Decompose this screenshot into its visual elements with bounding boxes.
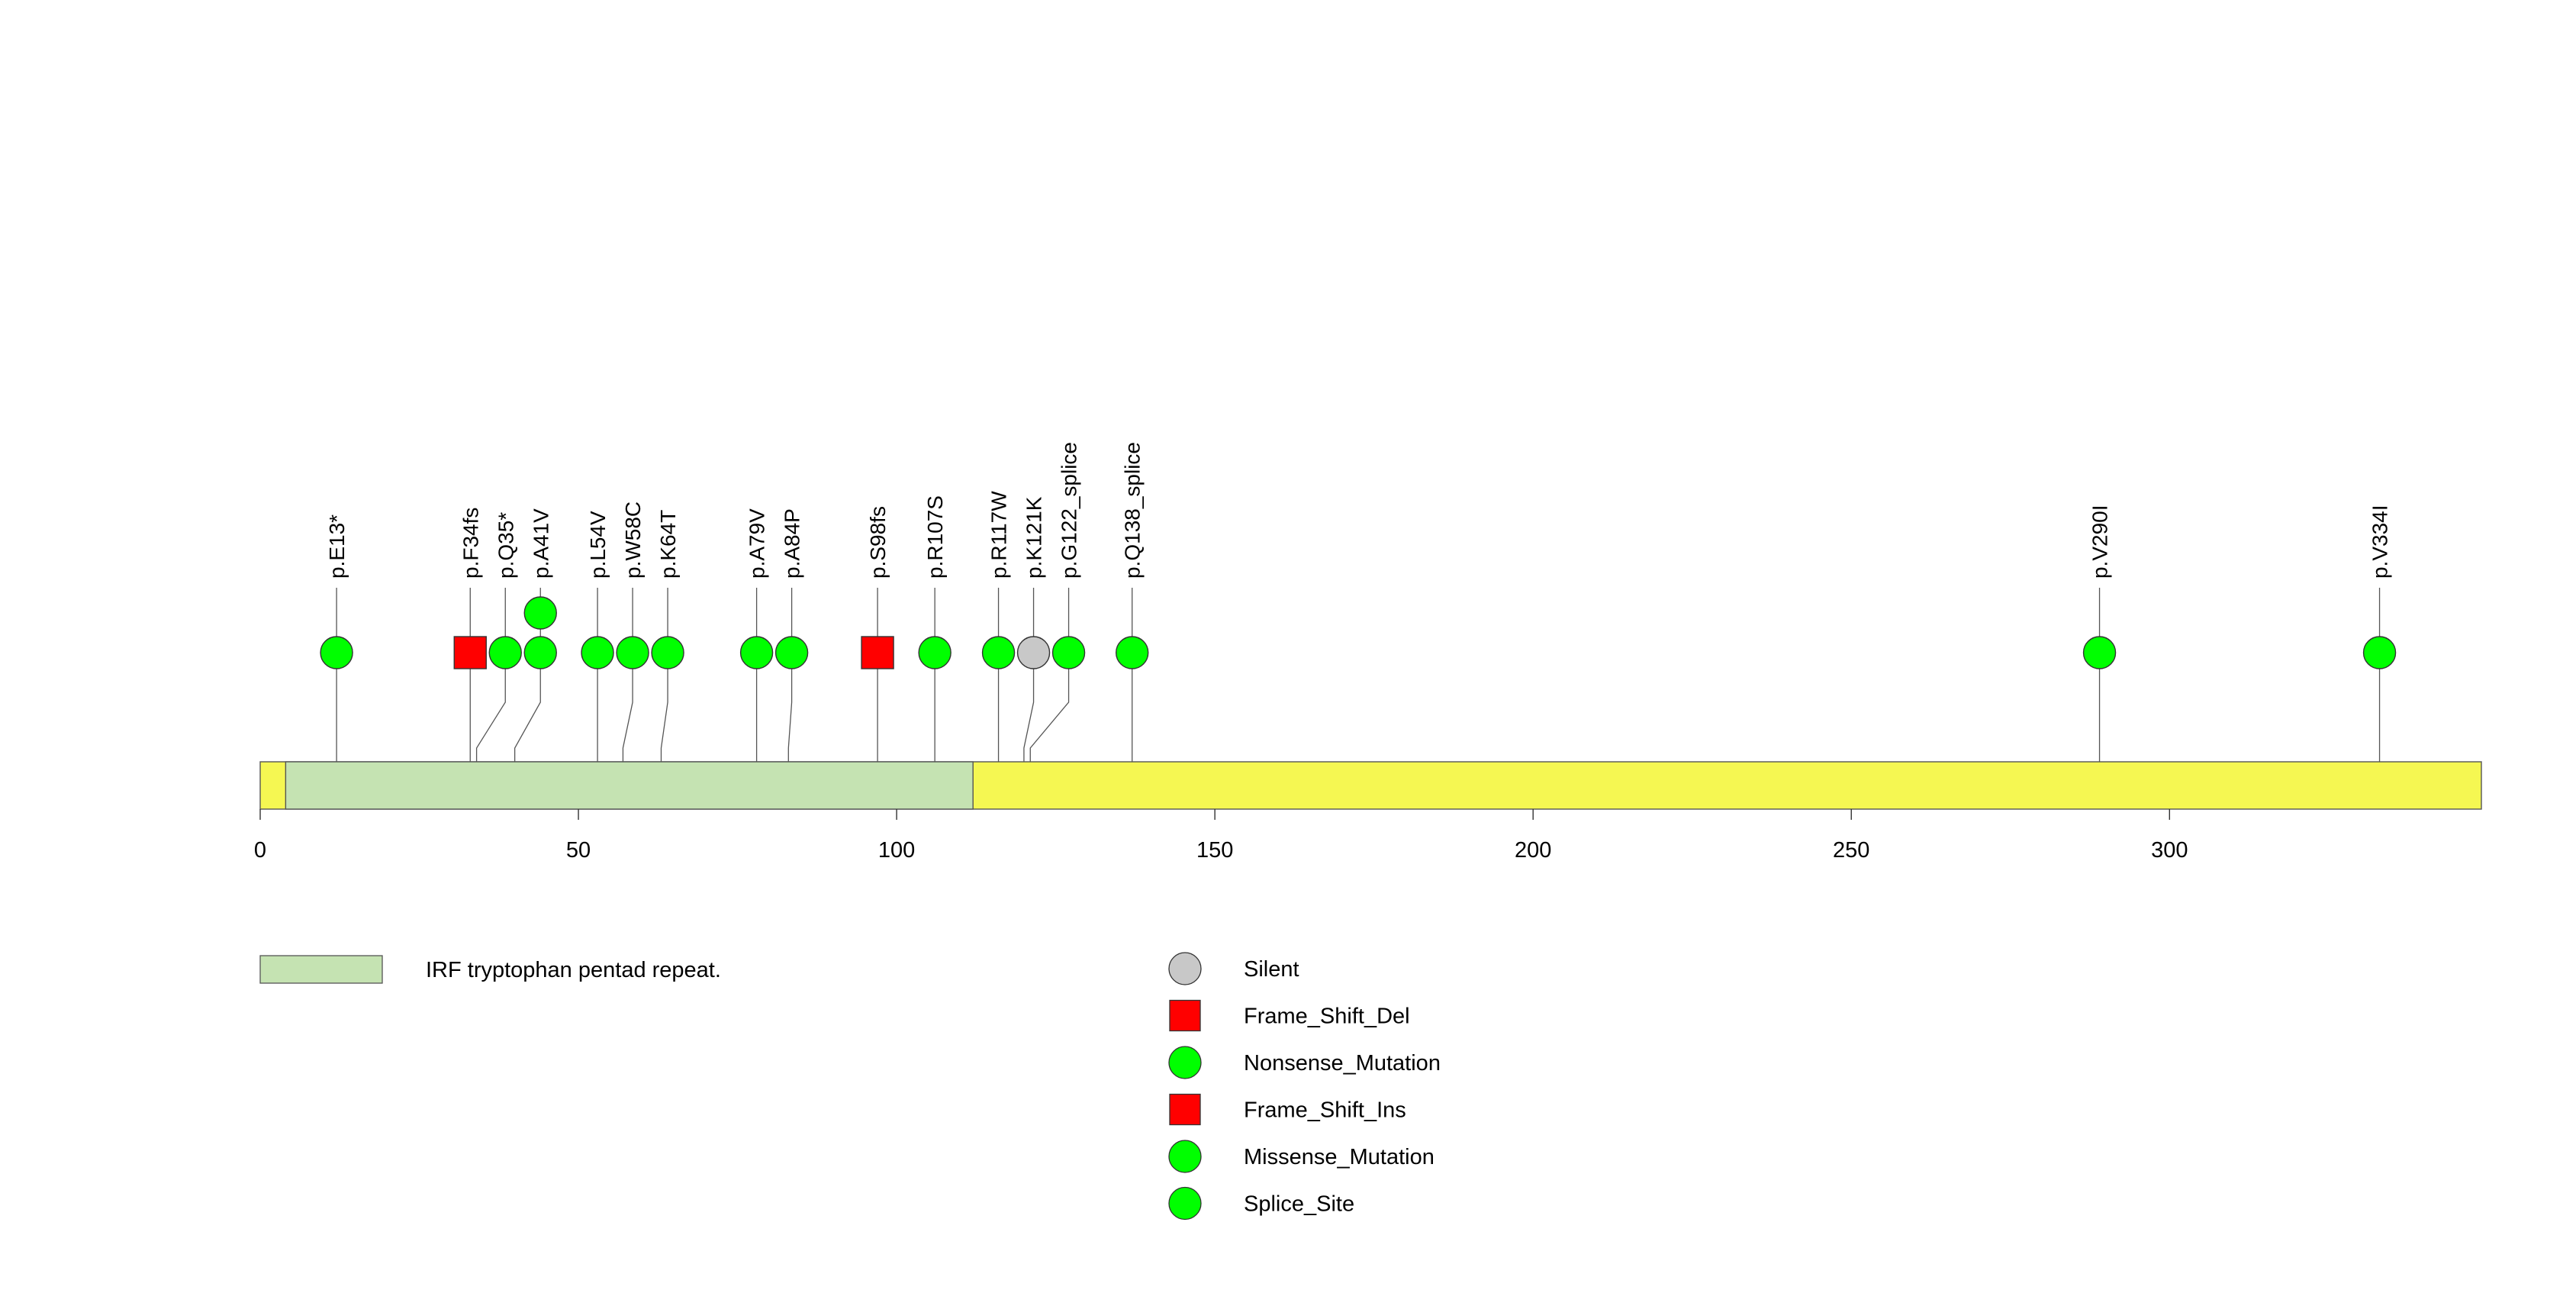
mutation-marker <box>320 636 353 669</box>
legend-mutation-label: Splice_Site <box>1244 1192 1354 1217</box>
mutation-marks: p.E13* p.F34fs p.Q35* p.A41V p.L54V p.W58C p.K… <box>320 442 2397 669</box>
mutation-label: p.E13* <box>325 514 349 579</box>
legend-square-icon <box>1169 1093 1201 1126</box>
mutation-label: p.Q138_splice <box>1121 442 1145 579</box>
mutation-label: p.R117W <box>987 491 1011 579</box>
mutation-label: p.A79V <box>745 508 769 579</box>
mutation-marker <box>2082 636 2117 669</box>
mutation-marker <box>1016 636 1051 669</box>
mutation-marker <box>488 636 522 669</box>
mutation-marker <box>739 636 774 669</box>
legend-circle-icon <box>1168 952 1202 985</box>
legend-mutation-label: Frame_Shift_Del <box>1244 1005 1410 1029</box>
mutation-marker <box>523 596 557 630</box>
mutation-label: p.Q35* <box>494 512 517 579</box>
mutation-marker <box>1051 636 1086 669</box>
mutation-marker <box>981 636 1016 669</box>
mutation-marker <box>651 636 684 669</box>
mutation-label: p.V334I <box>2368 505 2392 579</box>
legend-circle-icon <box>1168 1186 1202 1221</box>
legend-square-icon <box>1169 999 1201 1032</box>
mutation-marker <box>616 636 649 669</box>
domain-region <box>285 761 974 810</box>
legend-domain-swatch <box>259 955 383 984</box>
axis-tick-label: 150 <box>1196 838 1233 863</box>
mutation-marker <box>2362 636 2397 669</box>
legend-mutation-label: Nonsense_Mutation <box>1244 1051 1441 1076</box>
mutation-label: p.A41V <box>529 508 552 579</box>
protein-backbone-group <box>259 761 2482 810</box>
legend: IRF tryptophan pentad repeat. Silent Frame… <box>259 952 1441 1221</box>
mutation-marker <box>861 636 894 669</box>
legend-circle-icon <box>1168 1140 1202 1173</box>
mutation-label: p.L54V <box>586 511 610 579</box>
mutation-label: p.S98fs <box>866 506 890 579</box>
axis-tick-label: 0 <box>254 838 266 863</box>
axis-tick-label: 200 <box>1515 838 1551 863</box>
legend-mutation-label: Missense_Mutation <box>1244 1145 1435 1169</box>
mutation-label: p.A84P <box>781 508 804 579</box>
legend-mutation-label: Frame_Shift_Ins <box>1244 1098 1406 1123</box>
mutation-label: p.R107S <box>923 495 947 579</box>
axis-tick-label: 50 <box>566 838 591 863</box>
mutation-marker <box>1116 636 1149 669</box>
axis-tick-label: 300 <box>2151 838 2188 863</box>
mutation-marker <box>453 636 487 669</box>
x-axis: 0 50 100 150 200 250 300 <box>254 809 2188 863</box>
legend-mutation-label: Silent <box>1244 957 1299 982</box>
mutation-marker <box>581 636 614 669</box>
legend-circle-icon <box>1168 1046 1202 1079</box>
legend-domain-label: IRF tryptophan pentad repeat. <box>426 958 721 982</box>
mutation-label: p.V290I <box>2088 505 2112 579</box>
axis-tick-label: 100 <box>878 838 915 863</box>
mutation-marker <box>918 636 952 669</box>
mutation-marker <box>774 636 809 669</box>
mutation-marker <box>523 636 557 669</box>
mutation-label: p.G122_splice <box>1058 442 1081 579</box>
mutation-label: p.F34fs <box>459 508 482 579</box>
axis-tick-label: 250 <box>1833 838 1869 863</box>
mutation-label: p.W58C <box>621 501 645 579</box>
mutation-label: p.K121K <box>1022 496 1046 579</box>
mutation-label: p.K64T <box>656 510 680 579</box>
